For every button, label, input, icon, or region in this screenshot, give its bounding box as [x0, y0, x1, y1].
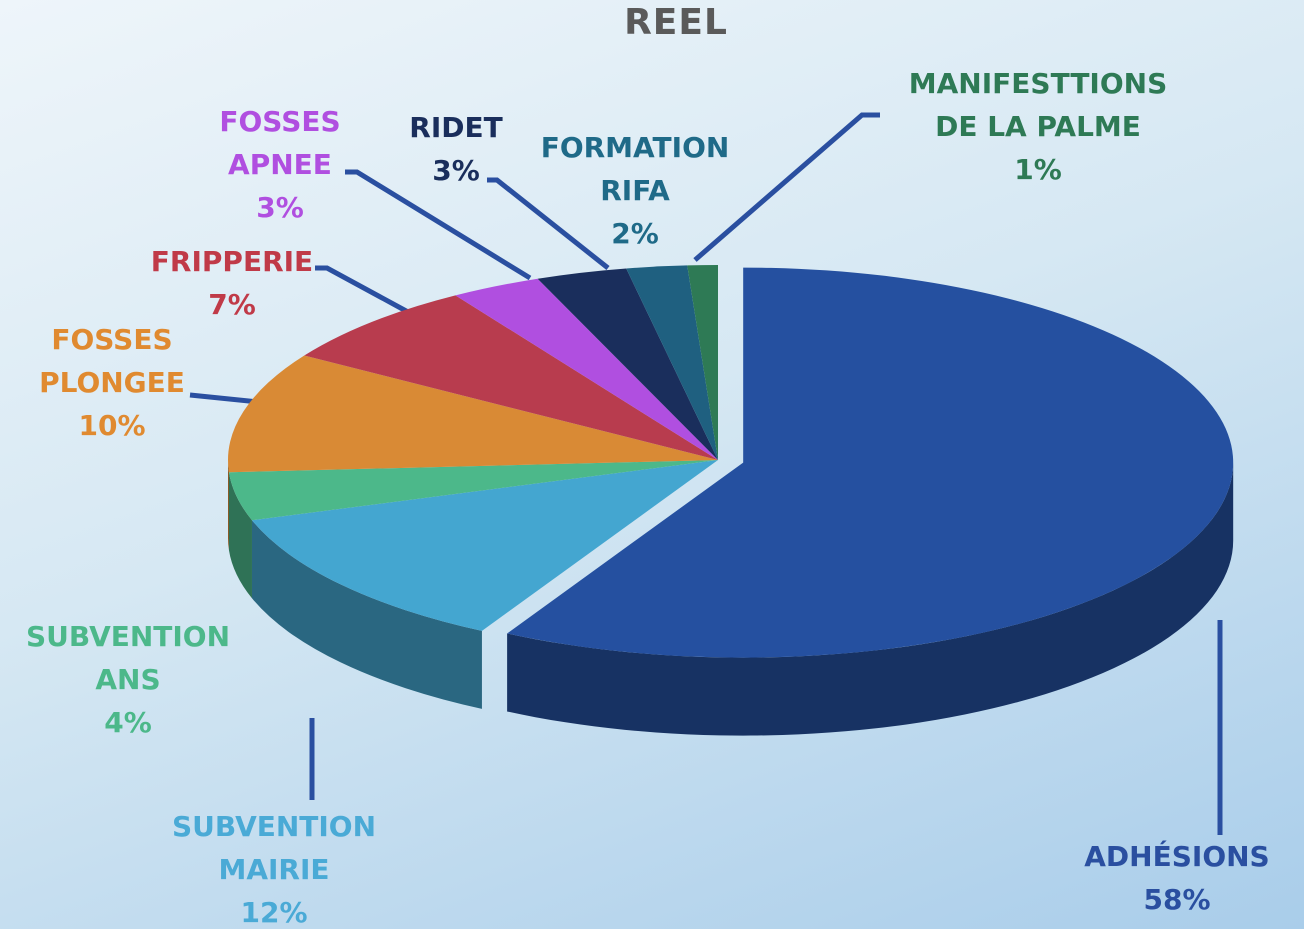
category-label: SUBVENTION MAIRIE [171, 810, 377, 886]
data-label: FOSSES PLONGEE 10% [39, 318, 185, 447]
pie-slice [251, 460, 718, 631]
pie-tops [228, 265, 1234, 658]
category-label: SUBVENTION ANS [25, 620, 231, 696]
data-label: FORMATION RIFA 2% [541, 126, 730, 255]
category-label: FOSSES PLONGEE [39, 323, 185, 399]
category-label: RIDET [409, 111, 503, 144]
category-label: FORMATION RIFA [540, 131, 730, 207]
category-label: ADHÉSIONS [1084, 840, 1270, 873]
pie-slice-side [507, 462, 1234, 736]
data-label: FOSSES APNEE 3% [219, 100, 340, 229]
pie-slice [626, 265, 718, 460]
data-label: RIDET 3% [409, 106, 502, 192]
leader-line [693, 112, 880, 262]
leader-lines [189, 112, 1223, 835]
value-label: 3% [432, 154, 480, 187]
value-label: 2% [611, 217, 659, 250]
pie-slice-side [228, 460, 229, 551]
value-label: 3% [256, 191, 304, 224]
category-label: MANIFESTTIONS DE LA PALME [908, 67, 1168, 143]
data-label: SUBVENTION ANS 4% [26, 615, 230, 744]
value-label: 4% [104, 706, 152, 739]
pie-sides [228, 460, 1234, 736]
pie-slice [687, 265, 718, 460]
value-label: 12% [240, 896, 308, 929]
pie-slice-side [228, 472, 252, 599]
pie-slice [304, 295, 718, 460]
data-label: MANIFESTTIONS DE LA PALME 1% [909, 62, 1167, 191]
value-label: 7% [208, 288, 256, 321]
category-label: FRIPPERIE [150, 245, 314, 278]
data-label: ADHÉSIONS 58% [1084, 835, 1269, 921]
pie-slice [507, 267, 1234, 658]
value-label: 58% [1143, 883, 1211, 916]
pie-slice [228, 460, 718, 521]
category-label: FOSSES APNEE [219, 105, 341, 181]
leader-line [345, 169, 532, 281]
pie-slice [228, 355, 719, 473]
pie-slice [455, 278, 718, 460]
leader-line [315, 265, 410, 315]
pie-slice [537, 268, 718, 460]
value-label: 10% [78, 409, 146, 442]
data-label: SUBVENTION MAIRIE 12% [172, 805, 376, 929]
value-label: 1% [1014, 153, 1062, 186]
chart-title: REEL [624, 2, 728, 43]
data-label: FRIPPERIE 7% [151, 240, 313, 326]
pie-slice-side [251, 520, 482, 709]
leader-line [487, 177, 610, 270]
